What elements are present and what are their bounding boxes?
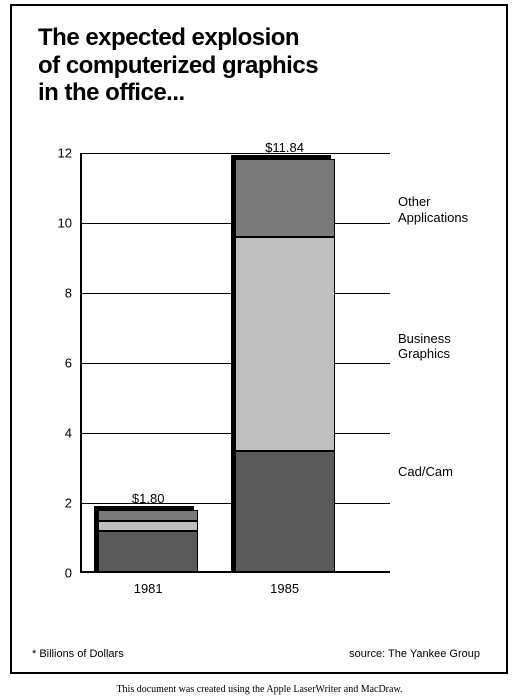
bar	[98, 510, 198, 573]
y-tick-label: 8	[65, 286, 80, 301]
x-category-label: 1985	[225, 573, 345, 596]
y-tick-label: 6	[65, 356, 80, 371]
bar-segment	[235, 159, 335, 237]
y-tick-label: 10	[58, 216, 80, 231]
bar-segment	[235, 237, 335, 451]
footnote-right: source: The Yankee Group	[349, 648, 480, 660]
bar-segment	[98, 510, 198, 521]
bar-segment	[98, 531, 198, 573]
x-category-label: 1981	[88, 573, 208, 596]
y-tick-label: 12	[58, 146, 80, 161]
x-axis	[80, 571, 390, 573]
bar-total-label: $1.80	[88, 491, 208, 506]
y-axis	[80, 153, 82, 573]
legend-label: Business Graphics	[398, 331, 451, 362]
y-tick-label: 2	[65, 496, 80, 511]
y-tick-label: 4	[65, 426, 80, 441]
footnote-left: * Billions of Dollars	[32, 648, 124, 660]
legend-label: Cad/Cam	[398, 464, 453, 480]
bar	[235, 159, 335, 573]
y-tick-label: 0	[65, 566, 80, 581]
page-title: The expected explosion of computerized g…	[38, 24, 318, 107]
caption: This document was created using the Appl…	[0, 684, 519, 695]
bar-total-label: $11.84	[225, 140, 345, 155]
legend-label: Other Applications	[398, 194, 468, 225]
bar-segment	[98, 521, 198, 532]
chart-plot: 024681012$1.801981$11.841985	[80, 153, 390, 573]
bar-segment	[235, 451, 335, 574]
